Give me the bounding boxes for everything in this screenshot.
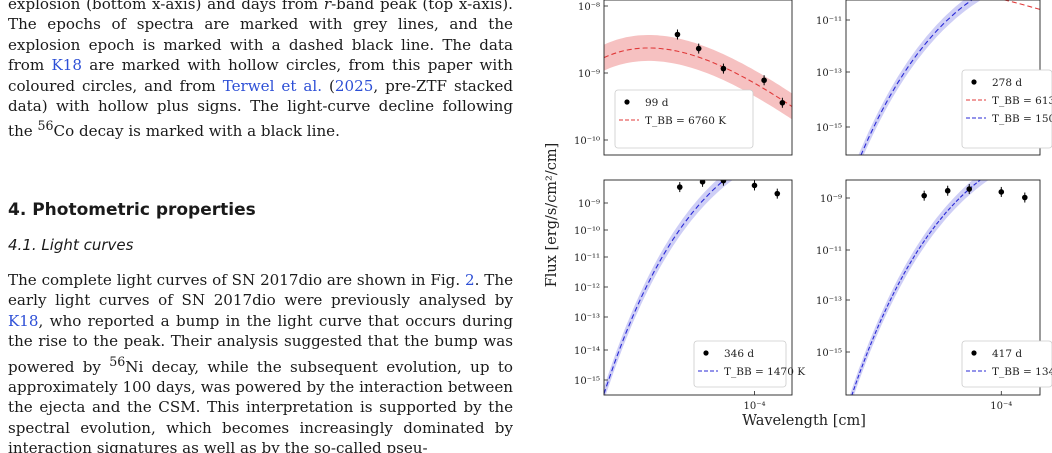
data-point [674,31,681,38]
panel-plot-area [604,29,792,120]
data-point [966,186,973,192]
y-tick-label: 10⁻¹⁴ [574,346,600,357]
legend-label: T_BB = 1500 K [992,113,1052,125]
citation-link-year[interactable]: 2025 [334,76,374,95]
legend-marker [624,99,630,105]
y-tick-label: 10⁻¹³ [816,68,842,79]
y-tick-label: 10⁻¹¹ [574,253,600,264]
y-tick-label: 10⁻¹⁰ [574,136,600,147]
y-axis-label: Flux [erg/s/cm²/cm] [544,143,560,288]
sed-figure: Flux [erg/s/cm²/cm] Wavelength [cm] 10⁻⁸… [544,0,1052,429]
uncertainty-band [604,35,792,120]
legend-label: T_BB = 1470 K [724,366,805,378]
body-text: The complete light curves of SN 2017dio … [8,271,466,289]
legend-box [614,89,754,149]
data-point [921,192,927,199]
panel-plot-area [849,180,1028,395]
data-point [1022,194,1028,201]
caption-text: are marked with hollow circles, from thi… [8,56,513,95]
data-point [774,190,781,197]
blackbody-fit-line [851,180,982,395]
figure-caption: explosion (bottom x-axis) and days from … [8,0,513,142]
section-heading: 4. Photometric properties [8,200,256,220]
legend-marker [703,350,709,356]
data-point [695,45,702,52]
y-tick-label: 10⁻¹³ [574,313,600,324]
figure-link[interactable]: 2 [465,271,475,289]
y-tick-label: 10⁻⁹ [578,199,600,210]
panel-bottom-right: 10⁻⁹ 10⁻¹¹ 10⁻¹³ 10⁻¹⁵ 10⁻⁴ 417 d T_BB = 1340 … [816,179,1052,412]
y-tick-label: 10⁻⁹ [820,194,842,205]
legend-label: 278 d [992,77,1022,89]
paper-text-column: explosion (bottom x-axis) and days from … [8,0,513,453]
y-tick-label: 10⁻¹¹ [816,246,842,257]
citation-link-k18[interactable]: K18 [8,311,39,330]
y-tick-label: 10⁻⁸ [578,2,600,13]
body-text: Ni decay, while the subsequent evolution… [8,357,513,453]
x-tick-label: 10⁻⁴ [743,401,765,412]
data-point [676,184,683,190]
caption-text: ( [322,76,335,95]
legend-label: 417 d [992,348,1022,360]
data-point [699,180,706,185]
panel-frame [603,179,793,396]
body-text: , who reported a bump in the light curve… [8,311,513,376]
legend-label: 346 d [724,348,754,360]
legend-box [693,340,787,388]
panel-bottom-left: 10⁻⁹ 10⁻¹⁰ 10⁻¹¹ 10⁻¹² 10⁻¹³ 10⁻¹⁴ 10⁻¹⁵ 10⁻⁴ 34… [574,179,805,412]
legend-label: 99 d [645,97,669,109]
y-tick-label: 10⁻¹¹ [816,16,842,27]
panel-frame [603,0,793,156]
caption-text: Co decay is marked with a black line. [53,122,340,141]
y-tick-label: 10⁻¹³ [816,296,842,307]
isotope-superscript: 56 [109,353,126,369]
body-paragraph: The complete light curves of SN 2017dio … [8,270,513,453]
subsection-heading: 4.1. Light curves [8,236,134,254]
body-text: . The early light curves of SN 2017dio w… [8,271,513,310]
citation-link-k18[interactable]: K18 [51,56,82,75]
y-tick-label: 10⁻¹⁵ [816,123,842,134]
caption-text: -band peak (top x-axis). The epochs of s… [8,0,513,75]
legend-label: T_BB = 1340 K [992,366,1052,378]
x-tick-label: 10⁻⁴ [990,401,1012,412]
blackbody-fit-line [604,47,792,107]
legend-box [961,340,1052,388]
caption-band: r [323,0,332,13]
uncertainty-band [858,0,981,155]
legend-marker [971,79,977,85]
data-point [779,99,786,106]
panel-plot-area [604,180,781,395]
y-tick-label: 10⁻¹⁰ [574,226,600,237]
data-point [761,77,767,84]
legend-label: T_BB = 6130 K [992,95,1052,107]
citation-link-terwel[interactable]: Terwel et al. [222,76,323,95]
blackbody-fit-line [860,0,973,155]
y-tick-label: 10⁻⁹ [578,69,600,80]
blackbody-fit-line [1002,0,1040,10]
panel-frame [845,179,1041,396]
panel-top-right: 10⁻¹¹ 10⁻¹³ 10⁻¹⁵ 278 d T_BB = 6130 K T_BB = … [816,0,1052,156]
blackbody-fit-line [604,180,726,395]
data-point [751,182,758,189]
y-tick-label: 10⁻¹⁵ [816,348,842,359]
caption-text: , pre-ZTF stacked data) with hollow plus… [8,76,513,141]
panel-top-left: 10⁻⁸ 10⁻⁹ 10⁻¹⁰ 99 d T_BB = 6760 K [574,0,793,156]
caption-text: explosion (bottom x-axis) and days from [8,0,324,13]
isotope-superscript: 56 [37,118,54,134]
panel-plot-area [858,0,1040,155]
legend-label: T_BB = 6760 K [645,115,726,127]
y-tick-label: 10⁻¹² [574,283,600,294]
legend-box [961,69,1052,149]
data-point [720,65,727,72]
data-point [944,187,951,194]
x-axis-label: Wavelength [cm] [742,413,866,429]
data-point [720,180,727,184]
legend-marker [971,350,977,356]
y-tick-label: 10⁻¹⁵ [574,376,600,387]
data-point [998,189,1005,195]
